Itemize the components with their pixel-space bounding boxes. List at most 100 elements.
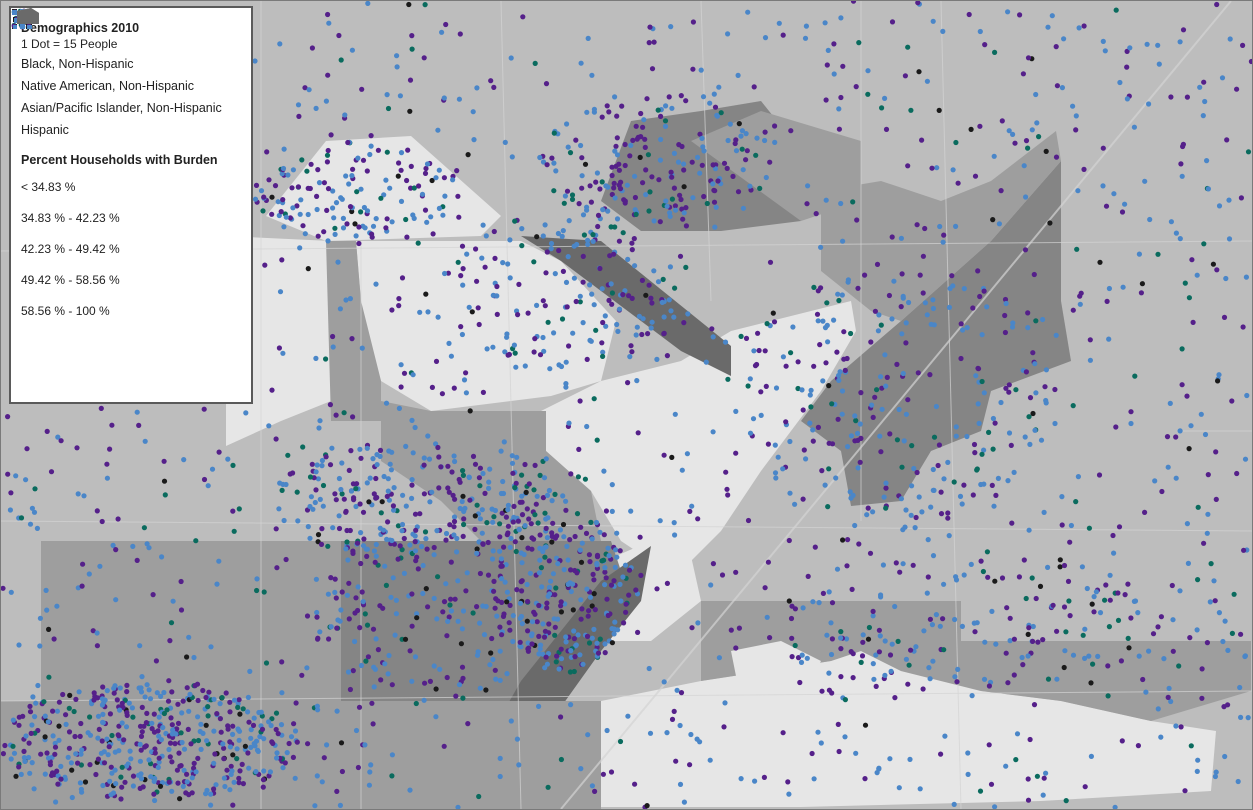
population-dot xyxy=(113,597,119,603)
population-dot xyxy=(678,93,684,99)
tract-mid-west-band[interactable] xyxy=(326,241,381,421)
population-dot xyxy=(1003,763,1009,769)
population-dot xyxy=(905,163,911,169)
population-dot xyxy=(453,693,459,699)
population-dot xyxy=(739,128,746,134)
population-dot xyxy=(274,750,280,756)
population-dot xyxy=(536,633,542,640)
population-dot xyxy=(831,41,837,47)
population-dot xyxy=(580,661,586,667)
population-dot xyxy=(1124,64,1130,70)
population-dot xyxy=(497,548,503,554)
population-dot xyxy=(1127,45,1133,51)
population-dot xyxy=(1173,475,1179,481)
population-dot xyxy=(63,712,69,718)
population-dot xyxy=(1182,280,1188,286)
population-dot xyxy=(371,684,377,690)
population-dot xyxy=(823,197,829,203)
population-dot xyxy=(971,441,978,448)
population-dot xyxy=(965,750,971,756)
tract-light-center[interactable] xyxy=(541,301,856,561)
population-dot xyxy=(338,57,344,63)
tract-dark-diagonal[interactable] xyxy=(521,236,731,376)
population-dot xyxy=(512,218,518,224)
population-dot xyxy=(356,224,362,230)
population-dot xyxy=(540,621,546,627)
population-dot xyxy=(356,704,363,710)
population-dot xyxy=(297,245,303,251)
population-dot xyxy=(611,180,617,186)
population-dot xyxy=(949,273,955,279)
population-dot xyxy=(1,751,6,757)
population-dot xyxy=(326,20,332,26)
population-dot xyxy=(261,589,267,595)
population-dot xyxy=(299,157,305,163)
population-dot xyxy=(828,651,835,658)
population-dot xyxy=(602,582,608,588)
population-dot xyxy=(1213,449,1219,455)
population-dot xyxy=(31,786,37,792)
population-dot xyxy=(1177,588,1183,594)
population-dot xyxy=(995,475,1002,481)
population-dot xyxy=(278,722,285,728)
population-dot xyxy=(50,733,56,739)
population-dot xyxy=(1030,638,1036,645)
population-dot xyxy=(246,765,252,771)
population-dot xyxy=(446,340,452,346)
population-dot xyxy=(804,201,810,207)
population-dot xyxy=(480,222,486,228)
population-dot xyxy=(222,783,228,790)
population-dot xyxy=(697,131,703,137)
population-dot xyxy=(430,231,436,237)
population-dot xyxy=(412,424,418,431)
population-dot xyxy=(886,292,893,299)
population-dot xyxy=(313,576,319,582)
burden-class-1: < 34.83 % xyxy=(17,8,241,199)
population-dot xyxy=(539,584,545,590)
population-dot xyxy=(579,606,585,612)
population-dot xyxy=(908,647,914,653)
population-dot xyxy=(826,383,832,389)
population-dot xyxy=(56,737,62,743)
population-dot xyxy=(804,655,810,661)
population-dot xyxy=(470,109,476,115)
population-dot xyxy=(1111,191,1117,197)
population-dot xyxy=(108,764,114,770)
population-dot xyxy=(865,91,871,97)
population-dot xyxy=(826,670,832,676)
population-dot xyxy=(1128,409,1134,415)
population-dot xyxy=(345,669,352,675)
population-dot xyxy=(919,509,925,515)
tract-mid-north[interactable] xyxy=(691,111,861,221)
tract-mid-far-west[interactable] xyxy=(41,541,341,701)
population-dot xyxy=(332,589,338,596)
population-dot xyxy=(360,157,367,163)
population-dot xyxy=(1033,390,1039,396)
population-dot xyxy=(1207,599,1213,605)
population-dot xyxy=(1030,410,1036,417)
population-dot xyxy=(568,648,574,654)
population-dot xyxy=(143,743,149,749)
tract-dark-east-wedge[interactable] xyxy=(801,161,1071,506)
population-dot xyxy=(594,640,600,646)
burden-label-2: 34.83 % - 42.23 % xyxy=(21,211,120,225)
population-dot xyxy=(567,669,574,675)
burden-swatch-5-icon xyxy=(17,8,39,24)
population-dot xyxy=(431,552,437,558)
population-dot xyxy=(646,208,652,214)
population-dot xyxy=(323,356,329,362)
population-dot xyxy=(589,783,596,789)
population-dot xyxy=(389,449,395,455)
population-dot xyxy=(298,197,304,203)
population-dot xyxy=(178,730,184,736)
population-dot xyxy=(1011,672,1017,678)
population-dot xyxy=(872,394,878,400)
population-dot xyxy=(551,130,557,136)
population-dot xyxy=(274,565,280,571)
legend-demographic-hispanic: Hispanic xyxy=(12,9,241,138)
population-dot xyxy=(285,452,291,458)
population-dot xyxy=(905,397,911,403)
population-dot xyxy=(725,31,731,37)
